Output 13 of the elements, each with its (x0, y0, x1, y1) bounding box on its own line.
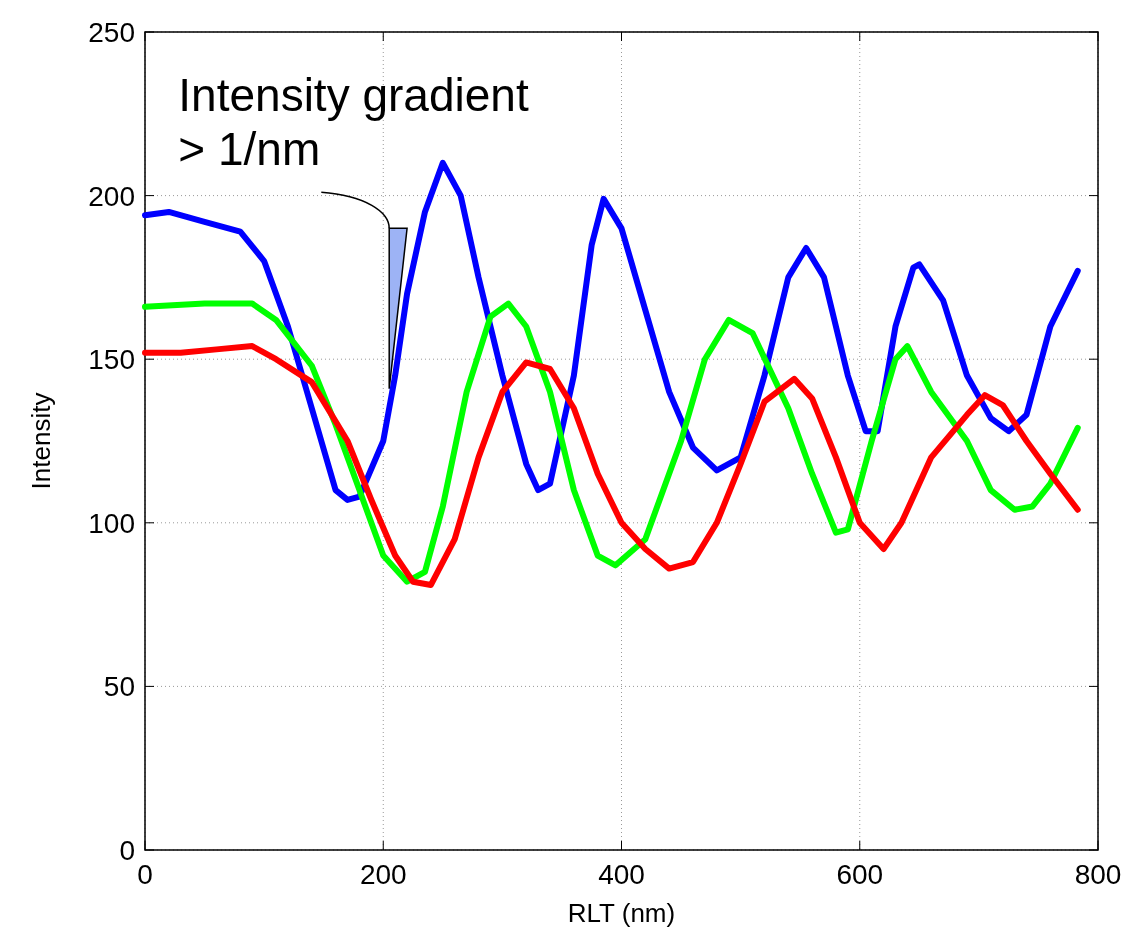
y-tick-label: 100 (88, 507, 135, 539)
x-tick-label: 200 (359, 859, 407, 890)
x-axis-title: RLT (nm) (567, 898, 676, 928)
x-tick-label: 400 (598, 859, 645, 890)
annotation: Intensity gradient > 1/nm (178, 68, 529, 175)
y-tick-label: 250 (88, 17, 135, 48)
y-axis-title: Intensity (26, 392, 56, 490)
y-tick-label: 150 (88, 344, 135, 376)
y-tick-label: 200 (88, 180, 135, 212)
x-tick-label: 600 (836, 859, 884, 890)
y-tick-label: 50 (103, 671, 135, 703)
x-tick-label: 800 (1074, 859, 1122, 890)
y-tick-label: 0 (119, 835, 135, 866)
